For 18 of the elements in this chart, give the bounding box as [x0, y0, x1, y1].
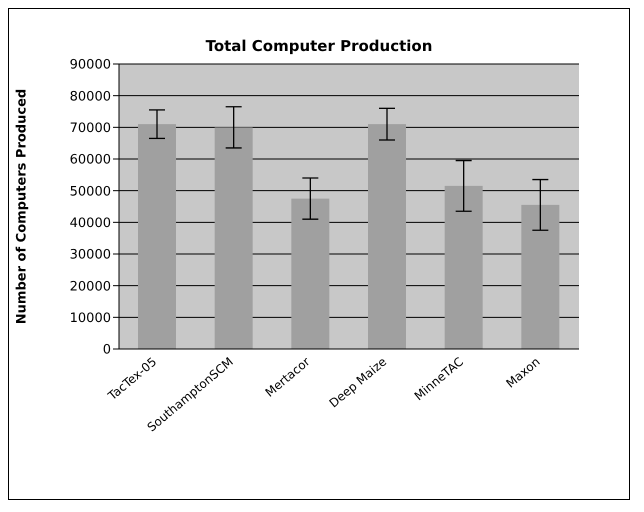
y-tick-label: 30000: [70, 248, 111, 263]
y-tick-label: 10000: [70, 310, 111, 326]
y-tick-label: 0: [102, 342, 111, 358]
bar: [291, 198, 330, 349]
bar: [138, 124, 176, 349]
chart-title: Total Computer Production: [204, 37, 434, 55]
y-tick-label: 40000: [70, 216, 111, 231]
y-tick-label: 80000: [70, 89, 111, 104]
bar: [444, 186, 483, 349]
y-tick-label: 50000: [70, 184, 111, 200]
y-tick-label: 70000: [70, 120, 111, 136]
y-tick-label: 60000: [70, 152, 111, 168]
bar: [214, 127, 253, 349]
bar: [368, 124, 406, 349]
y-tick-label: 20000: [70, 279, 111, 294]
y-axis-title: Number of Computers Produced: [14, 88, 30, 324]
y-tick-label: 90000: [70, 58, 111, 73]
bar: [521, 204, 560, 349]
